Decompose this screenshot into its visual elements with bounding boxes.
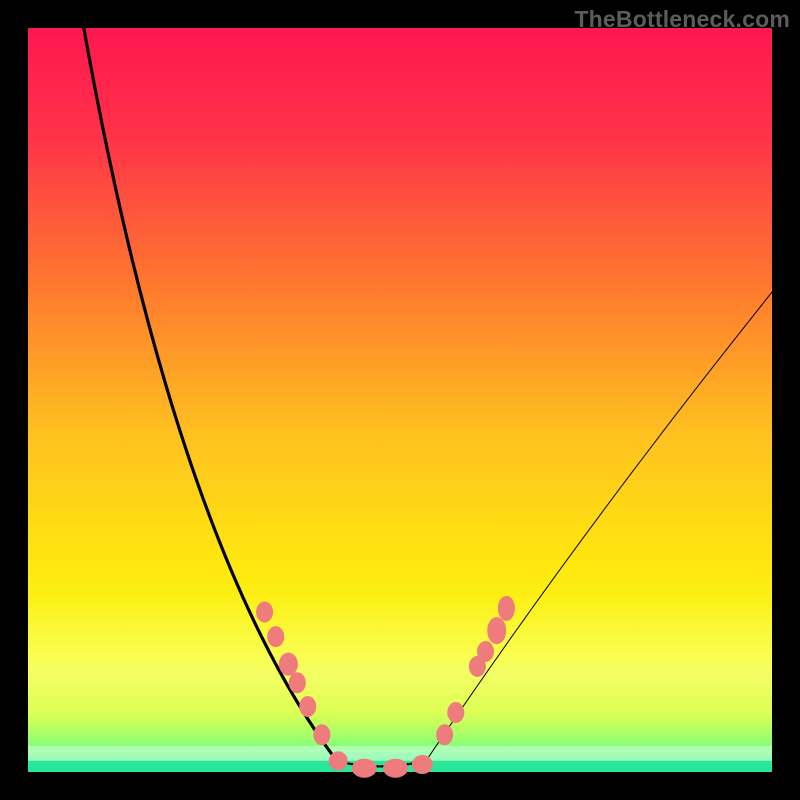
- data-marker: [498, 596, 514, 620]
- data-marker: [412, 756, 432, 774]
- data-marker: [314, 725, 330, 745]
- data-marker: [437, 725, 453, 745]
- watermark-text: TheBottleneck.com: [574, 6, 790, 33]
- data-marker: [279, 653, 297, 675]
- data-marker: [268, 627, 284, 647]
- data-marker: [300, 697, 316, 717]
- data-marker: [289, 673, 305, 693]
- data-marker: [384, 759, 408, 777]
- chart-container: { "watermark": { "text": "TheBottleneck.…: [0, 0, 800, 800]
- haze-band: [28, 593, 772, 749]
- data-marker: [488, 618, 506, 644]
- chart-svg: [0, 0, 800, 800]
- data-marker: [257, 602, 273, 622]
- pale-green-band: [28, 746, 772, 761]
- data-marker: [352, 759, 376, 777]
- data-marker: [448, 702, 464, 722]
- data-marker: [478, 641, 494, 661]
- data-marker: [329, 752, 347, 770]
